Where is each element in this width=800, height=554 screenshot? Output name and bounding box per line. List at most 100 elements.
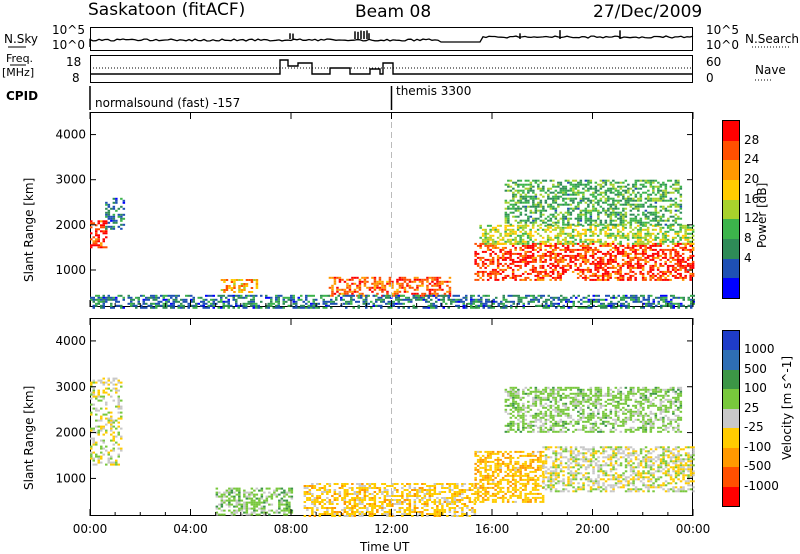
echo-cell	[522, 197, 525, 200]
echo-cell	[614, 226, 617, 229]
echo-cell	[521, 248, 525, 251]
echo-cell	[90, 381, 93, 384]
echo-cell	[604, 244, 607, 247]
echo-cell	[529, 215, 533, 218]
echo-cell	[270, 497, 274, 500]
echo-cell	[322, 298, 325, 301]
echo-cell	[647, 294, 650, 297]
echo-cell	[479, 450, 482, 453]
echo-cell	[509, 256, 512, 259]
echo-cell	[381, 513, 384, 515]
echo-cell	[676, 260, 680, 263]
echo-cell	[511, 466, 515, 469]
echo-cell	[537, 304, 540, 307]
echo-cell	[448, 501, 452, 503]
echo-cell	[529, 236, 532, 239]
echo-cell	[669, 203, 673, 206]
echo-cell	[609, 223, 613, 226]
echo-cell	[283, 511, 286, 514]
echo-cell	[544, 258, 547, 261]
echo-cell	[662, 205, 665, 208]
echo-cell	[572, 209, 575, 212]
echo-cell	[584, 248, 587, 251]
echo-cell	[527, 179, 530, 182]
echo-cell	[571, 228, 575, 231]
echo-cell	[366, 509, 369, 511]
echo-cell	[366, 483, 369, 485]
echo-cell	[95, 244, 98, 247]
echo-cell	[556, 272, 560, 275]
echo-cell	[485, 302, 488, 305]
echo-cell	[587, 183, 590, 186]
echo-cell	[316, 507, 319, 509]
echo-cell	[245, 495, 249, 498]
echo-cell	[147, 296, 150, 299]
echo-cell	[489, 228, 492, 231]
echo-cell	[654, 199, 658, 202]
echo-cell	[122, 217, 126, 220]
echo-cell	[494, 452, 497, 455]
echo-cell	[584, 274, 587, 277]
echo-cell	[594, 240, 597, 243]
echo-cell	[500, 302, 503, 305]
echo-cell	[554, 199, 558, 202]
echo-cell	[586, 268, 590, 271]
echo-cell	[363, 278, 367, 281]
echo-cell	[512, 215, 515, 218]
echo-cell	[473, 503, 477, 505]
echo-cell	[386, 290, 389, 293]
echo-cell	[519, 264, 522, 267]
echo-cell	[451, 501, 454, 503]
echo-cell	[277, 298, 280, 301]
echo-cell	[333, 511, 337, 513]
echo-cell	[642, 203, 645, 206]
echo-cell	[637, 197, 640, 200]
echo-cell	[519, 183, 523, 186]
echo-cell	[567, 203, 570, 206]
echo-cell	[599, 266, 602, 269]
echo-cell	[529, 244, 532, 247]
echo-cell	[562, 185, 565, 188]
echo-cell	[531, 254, 535, 257]
echo-cell	[604, 270, 607, 273]
echo-cell	[270, 495, 274, 498]
echo-cell	[313, 515, 317, 517]
echo-cell	[391, 485, 394, 487]
echo-cell	[155, 296, 158, 299]
echo-cell	[336, 497, 339, 499]
echo-cell	[102, 395, 105, 398]
echo-cell	[524, 187, 528, 190]
echo-cell	[546, 224, 550, 227]
echo-cell	[479, 486, 482, 489]
echo-cell	[278, 501, 281, 504]
echo-cell	[609, 266, 612, 269]
echo-cell	[448, 483, 452, 485]
echo-cell	[576, 234, 580, 237]
echo-cell	[218, 495, 221, 498]
echo-cell	[602, 181, 605, 184]
echo-cell	[592, 207, 595, 210]
echo-cell	[551, 272, 555, 275]
echo-cell	[542, 300, 545, 303]
echo-cell	[312, 298, 315, 301]
echo-cell	[524, 242, 527, 245]
echo-cell	[524, 264, 527, 267]
echo-cell	[524, 240, 527, 243]
echo-cell	[526, 236, 530, 239]
echo-cell	[371, 290, 374, 293]
echo-cell	[381, 509, 384, 511]
echo-cell	[207, 300, 210, 303]
echo-cell	[539, 246, 542, 249]
echo-cell	[567, 306, 570, 309]
echo-cell	[649, 240, 652, 243]
echo-cell	[218, 513, 221, 516]
echo-cell	[524, 219, 528, 222]
echo-cell	[519, 242, 522, 245]
echo-cell	[361, 503, 364, 505]
echo-cell	[599, 191, 603, 194]
echo-cell	[544, 272, 547, 275]
echo-cell	[569, 207, 573, 210]
echo-cell	[311, 509, 314, 511]
echo-cell	[606, 250, 610, 253]
echo-cell	[270, 300, 273, 303]
